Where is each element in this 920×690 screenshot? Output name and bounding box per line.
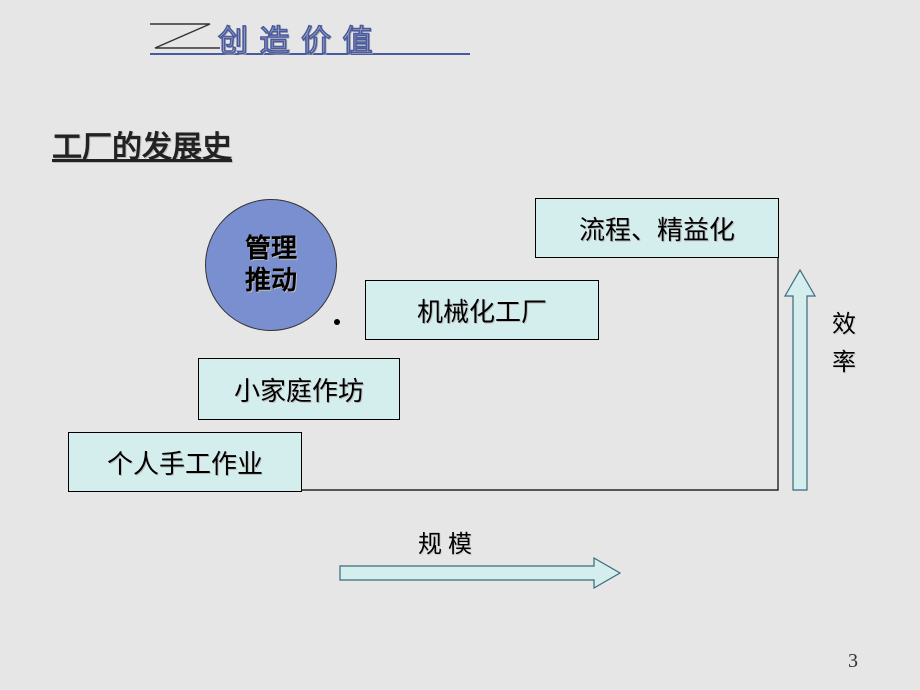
y-axis-char2: 率	[832, 344, 856, 382]
slide-stage: { "page": { "width": 920, "height": 690,…	[0, 0, 920, 690]
y-axis-arrow-icon	[0, 0, 920, 690]
page-number: 3	[848, 650, 858, 673]
y-axis-char1: 效	[832, 306, 856, 344]
y-axis-label: 效 率	[832, 306, 856, 383]
